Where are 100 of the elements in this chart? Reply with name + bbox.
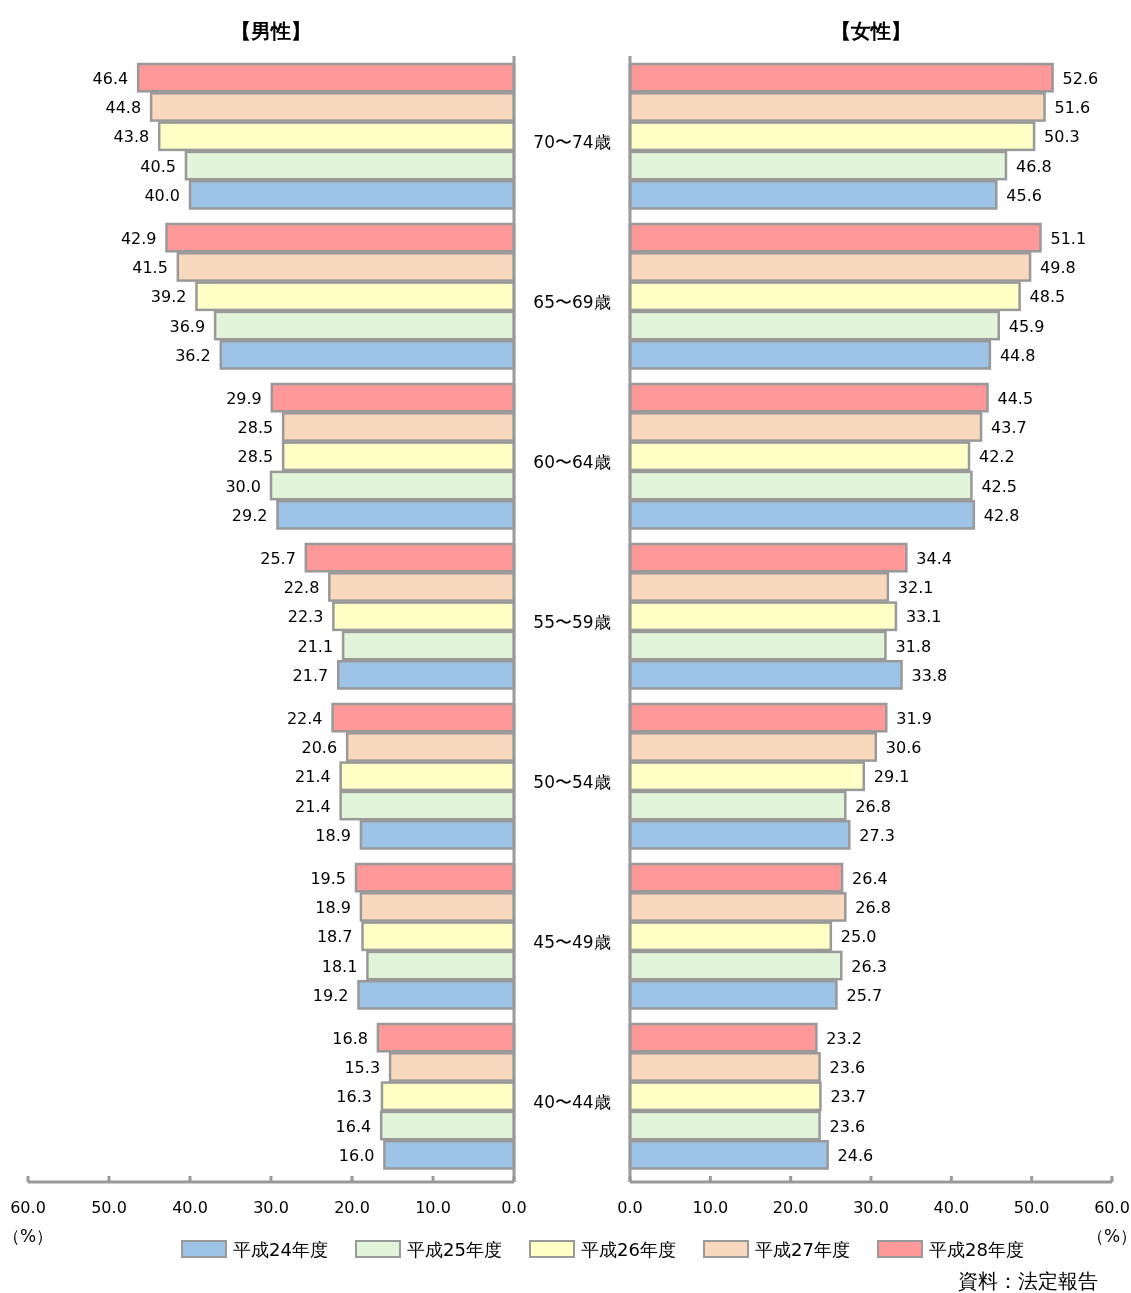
x-tick-label: 30.0 xyxy=(253,1198,289,1217)
data-label: 45.6 xyxy=(1006,185,1042,205)
data-label: 18.9 xyxy=(315,897,351,917)
data-label: 26.4 xyxy=(852,868,888,888)
y-tick-label: 55〜59歳 xyxy=(533,612,611,632)
legend-label: 平成27年度 xyxy=(755,1239,850,1260)
data-label: 22.3 xyxy=(287,607,324,627)
data-label: 21.4 xyxy=(295,796,331,816)
y-tick-label: 60〜64歳 xyxy=(533,452,611,472)
data-label: 31.8 xyxy=(895,636,932,656)
data-label: 46.8 xyxy=(1015,156,1052,176)
data-label: 27.3 xyxy=(859,825,895,845)
chart-title: 【女性】 xyxy=(831,19,911,43)
data-label: 29.9 xyxy=(226,388,262,408)
y-tick-label: 50〜54歳 xyxy=(533,772,611,792)
data-label: 22.8 xyxy=(283,577,320,597)
data-label: 18.1 xyxy=(321,956,358,976)
legend-label: 平成24年度 xyxy=(233,1239,328,1260)
y-tick-label: 65〜69歳 xyxy=(533,292,611,312)
data-label: 30.6 xyxy=(885,737,922,757)
data-label: 22.4 xyxy=(286,708,323,728)
chart-title: 【男性】 xyxy=(231,19,311,43)
data-label: 28.5 xyxy=(237,447,274,467)
data-label: 42.5 xyxy=(981,476,1018,496)
data-label: 32.1 xyxy=(897,577,934,597)
data-label: 20.6 xyxy=(301,737,338,757)
x-tick-label: 20.0 xyxy=(772,1198,809,1217)
data-label: 42.9 xyxy=(120,228,157,248)
data-label: 36.9 xyxy=(169,316,206,336)
data-label: 29.2 xyxy=(231,505,268,525)
x-tick-label: 30.0 xyxy=(853,1198,889,1217)
data-label: 16.4 xyxy=(335,1116,372,1136)
data-label: 26.3 xyxy=(851,956,887,976)
data-label: 29.1 xyxy=(873,767,910,787)
data-label: 48.5 xyxy=(1029,287,1066,307)
data-label: 23.6 xyxy=(829,1116,866,1136)
data-label: 23.7 xyxy=(830,1087,867,1107)
y-tick-label: 70〜74歳 xyxy=(533,132,611,152)
data-label: 21.7 xyxy=(292,665,329,685)
data-label: 31.9 xyxy=(896,708,932,728)
data-label: 16.8 xyxy=(332,1028,368,1048)
data-label: 49.8 xyxy=(1040,257,1076,277)
y-tick-label: 45〜49歳 xyxy=(533,932,611,952)
data-label: 23.6 xyxy=(829,1057,866,1077)
legend-label: 平成26年度 xyxy=(581,1239,676,1260)
data-label: 51.6 xyxy=(1054,97,1091,117)
legend-label: 平成28年度 xyxy=(929,1239,1024,1260)
data-label: 40.0 xyxy=(144,185,180,205)
data-label: 43.8 xyxy=(113,127,150,147)
x-axis-title: （%） xyxy=(1086,1226,1131,1246)
data-label: 39.2 xyxy=(150,287,187,307)
data-label: 44.8 xyxy=(999,345,1036,365)
data-label: 24.6 xyxy=(837,1145,874,1165)
y-tick-label: 40〜44歳 xyxy=(533,1092,611,1112)
text: 資料：法定報告 xyxy=(958,1269,1098,1293)
x-tick-label: 60.0 xyxy=(1094,1198,1130,1217)
data-label: 44.8 xyxy=(105,97,142,117)
data-label: 25.0 xyxy=(840,927,877,947)
data-label: 34.4 xyxy=(916,548,952,568)
data-label: 51.1 xyxy=(1050,228,1087,248)
data-label: 18.9 xyxy=(315,825,351,845)
x-tick-label: 40.0 xyxy=(933,1198,970,1217)
data-label: 45.9 xyxy=(1008,316,1045,336)
x-tick-label: 10.0 xyxy=(415,1198,451,1217)
legend-label: 平成25年度 xyxy=(407,1239,502,1260)
data-label: 16.3 xyxy=(336,1087,372,1107)
data-label: 30.0 xyxy=(225,476,261,496)
x-tick-label: 50.0 xyxy=(91,1198,127,1217)
data-label: 46.4 xyxy=(92,68,129,88)
data-label: 26.8 xyxy=(855,796,891,816)
x-tick-label: 10.0 xyxy=(692,1198,729,1217)
data-label: 33.8 xyxy=(911,665,948,685)
data-label: 19.2 xyxy=(312,985,349,1005)
data-label: 33.1 xyxy=(905,607,942,627)
data-label: 42.8 xyxy=(983,505,1020,525)
data-label: 44.5 xyxy=(997,388,1034,408)
data-label: 36.2 xyxy=(175,345,211,365)
data-label: 40.5 xyxy=(140,156,176,176)
data-label: 21.4 xyxy=(295,767,331,787)
x-tick-label: 60.0 xyxy=(10,1198,46,1217)
data-label: 25.7 xyxy=(846,985,883,1005)
x-axis-title: （%） xyxy=(2,1226,54,1246)
x-tick-label: 0.0 xyxy=(617,1198,643,1217)
x-tick-label: 20.0 xyxy=(334,1198,370,1217)
data-label: 50.3 xyxy=(1044,127,1080,147)
data-label: 21.1 xyxy=(297,636,334,656)
data-label: 52.6 xyxy=(1062,68,1099,88)
data-label: 28.5 xyxy=(237,417,274,437)
data-label: 16.0 xyxy=(338,1145,375,1165)
data-label: 19.5 xyxy=(310,868,347,888)
x-tick-label: 0.0 xyxy=(501,1198,527,1217)
data-label: 42.2 xyxy=(979,447,1015,467)
data-label: 26.8 xyxy=(855,897,891,917)
data-label: 18.7 xyxy=(316,927,353,947)
data-label: 25.7 xyxy=(260,548,296,568)
data-label: 41.5 xyxy=(132,257,168,277)
data-label: 15.3 xyxy=(344,1057,381,1077)
x-tick-label: 40.0 xyxy=(172,1198,208,1217)
x-tick-label: 50.0 xyxy=(1013,1198,1050,1217)
data-label: 23.2 xyxy=(826,1028,862,1048)
